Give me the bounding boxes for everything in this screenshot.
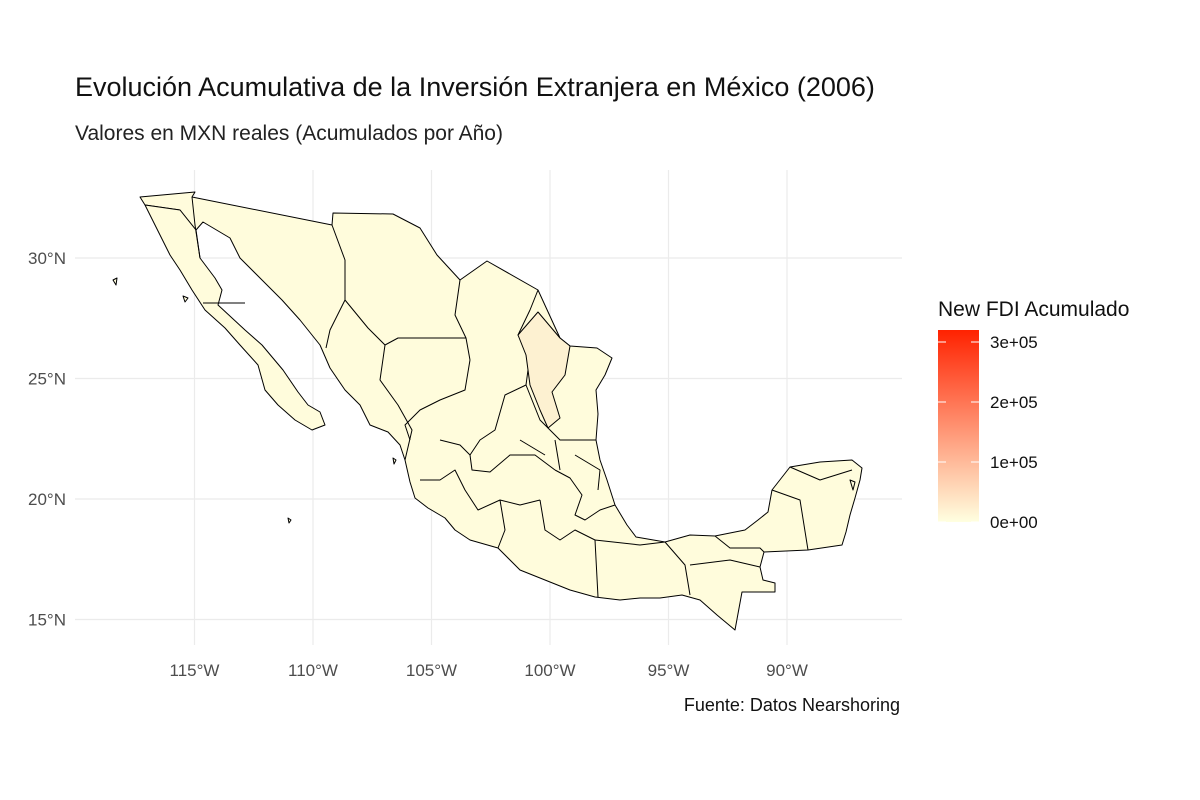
map-subtitle: Valores en MXN reales (Acumulados por Añ… — [75, 122, 503, 145]
lon-tick-label: 115°W — [170, 661, 220, 680]
island — [392, 457, 397, 465]
state-borders — [191, 196, 853, 598]
lon-tick-label: 100°W — [524, 661, 575, 680]
island — [849, 479, 856, 491]
lat-tick-label: 30°N — [28, 249, 66, 268]
map-caption: Fuente: Datos Nearshoring — [683, 695, 900, 715]
legend-title: New FDI Acumulado — [938, 298, 1130, 321]
island — [287, 517, 292, 524]
axis-tick-labels: 30°N 25°N 20°N 15°N 115°W 110°W 105°W 100°W 95°W… — [28, 249, 808, 680]
baja-california — [144, 204, 326, 431]
lon-tick-label: 95°W — [648, 661, 690, 680]
lon-tick-label: 105°W — [406, 661, 457, 680]
lon-tick-label: 90°W — [766, 661, 808, 680]
lat-tick-label: 15°N — [28, 611, 66, 630]
legend-break-label: 0e+00 — [990, 513, 1038, 532]
legend-break-label: 2e+05 — [990, 393, 1038, 412]
legend-break-label: 3e+05 — [990, 333, 1038, 352]
lat-tick-label: 20°N — [28, 490, 66, 509]
lat-tick-label: 25°N — [28, 370, 66, 389]
legend-break-label: 1e+05 — [990, 453, 1038, 472]
lon-tick-label: 110°W — [288, 661, 338, 680]
legend-colorbar — [938, 330, 979, 522]
legend-ticks: 3e+05 2e+05 1e+05 0e+00 — [938, 333, 1038, 532]
nuevo-leon — [517, 311, 571, 429]
map-title: Evolución Acumulativa de la Inversión Ex… — [75, 72, 875, 102]
island — [182, 295, 189, 303]
island — [112, 277, 118, 286]
mexico-states — [112, 191, 863, 631]
